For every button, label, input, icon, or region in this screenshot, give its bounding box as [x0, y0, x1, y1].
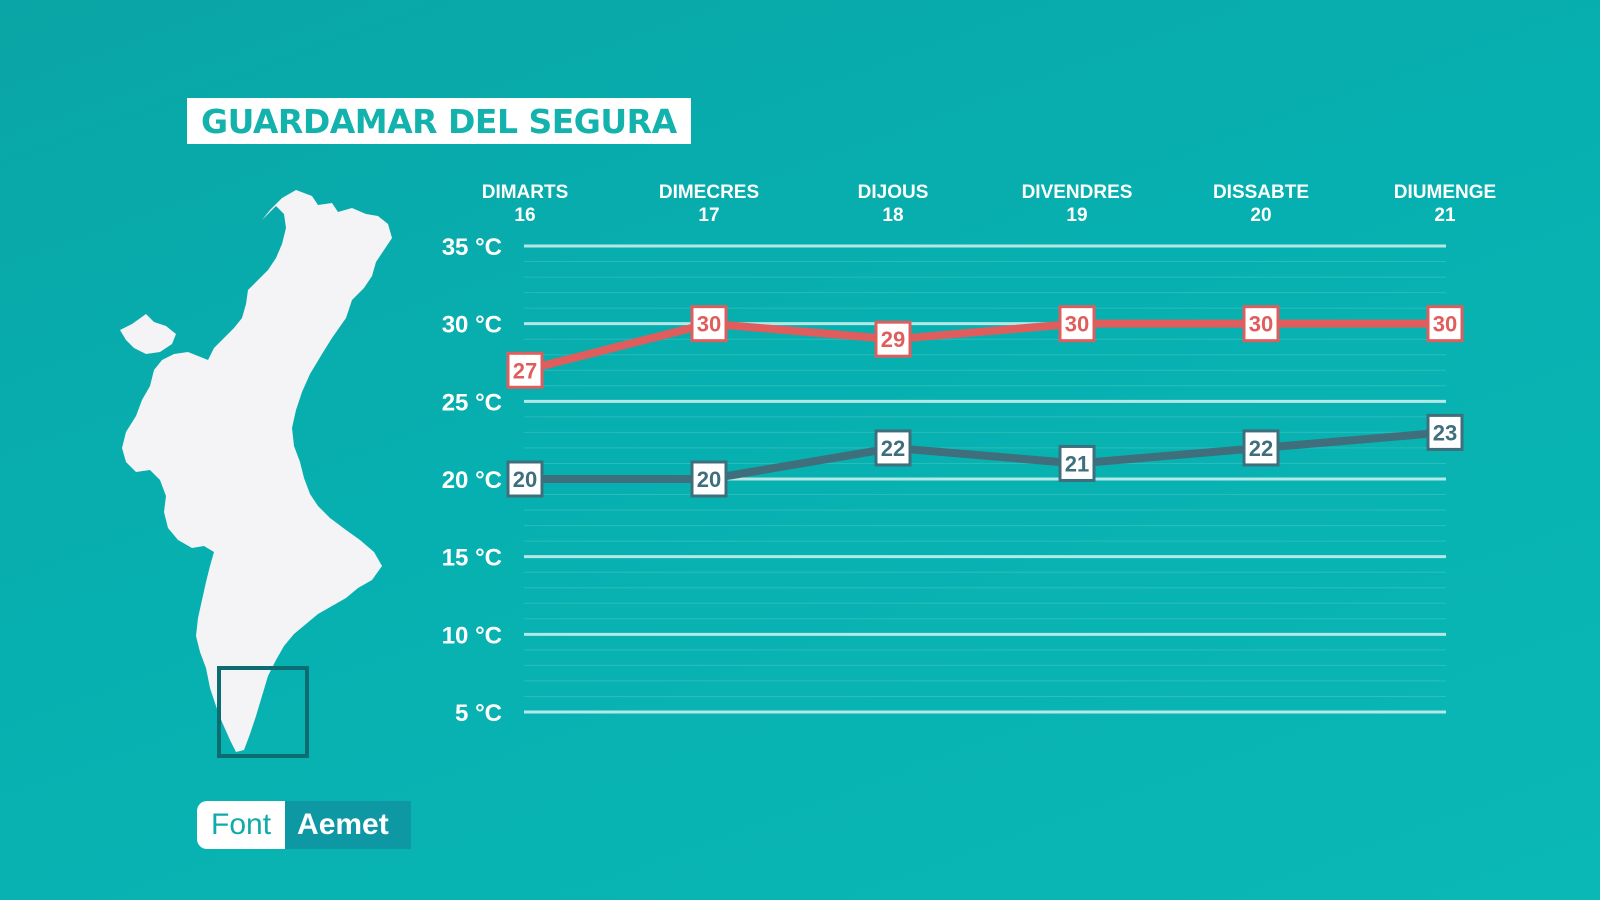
min-temp-value: 23	[1433, 420, 1457, 445]
page-title: GUARDAMAR DEL SEGURA	[201, 101, 677, 141]
max-temp-line	[524, 319, 1445, 375]
y-tick-label: 15 °C	[442, 545, 502, 572]
y-tick-label: 25 °C	[442, 389, 502, 416]
max-temp-value: 30	[1433, 312, 1457, 337]
x-day-label: DIMARTS	[482, 182, 569, 203]
valencia-region-map-icon	[122, 190, 392, 752]
y-tick-label: 20 °C	[442, 467, 502, 494]
max-temp-value: 29	[881, 327, 905, 352]
max-temp-marker	[690, 305, 728, 343]
min-temp-marker	[874, 429, 912, 467]
max-temp-value: 30	[1065, 312, 1089, 337]
x-date-label: 19	[1066, 205, 1087, 226]
min-temp-value: 22	[1249, 436, 1273, 461]
x-day-label: DIJOUS	[858, 182, 929, 203]
source-value: Aemet	[285, 801, 411, 849]
max-temp-value: 27	[513, 358, 537, 383]
x-date-label: 17	[698, 205, 719, 226]
max-temp-marker	[1426, 305, 1464, 343]
max-temp-value: 30	[697, 312, 721, 337]
x-day-label: DIMECRES	[659, 182, 759, 203]
source-label: Font	[197, 801, 286, 849]
title-box: GUARDAMAR DEL SEGURA	[187, 98, 691, 144]
min-temp-marker	[1058, 444, 1096, 482]
min-temp-value: 20	[697, 467, 721, 492]
max-temp-marker	[1058, 305, 1096, 343]
x-day-label: DIVENDRES	[1022, 182, 1133, 203]
min-temp-marker	[690, 460, 728, 498]
min-temp-value: 21	[1065, 451, 1089, 476]
min-temp-marker	[1426, 413, 1464, 451]
y-tick-label: 30 °C	[442, 312, 502, 339]
max-temp-marker	[506, 351, 544, 389]
max-temp-value: 30	[1249, 312, 1273, 337]
source-badge: Font Aemet	[197, 801, 411, 849]
y-tick-label: 5 °C	[455, 700, 502, 727]
min-temp-line	[525, 428, 1446, 483]
x-date-label: 16	[514, 205, 535, 226]
x-date-label: 18	[882, 205, 903, 226]
x-date-label: 21	[1434, 205, 1456, 226]
x-day-label: DISSABTE	[1213, 182, 1309, 203]
y-tick-label: 10 °C	[442, 622, 502, 649]
y-tick-label: 35 °C	[442, 234, 502, 261]
locator-box	[217, 666, 309, 758]
island-icon	[120, 314, 176, 354]
min-temp-marker	[1242, 429, 1280, 467]
x-day-label: DIUMENGE	[1394, 182, 1496, 203]
x-date-label: 20	[1250, 205, 1271, 226]
min-temp-marker	[506, 460, 544, 498]
min-temp-value: 20	[513, 467, 537, 492]
min-temp-value: 22	[881, 436, 905, 461]
max-temp-marker	[1242, 305, 1280, 343]
max-temp-marker	[874, 320, 912, 358]
